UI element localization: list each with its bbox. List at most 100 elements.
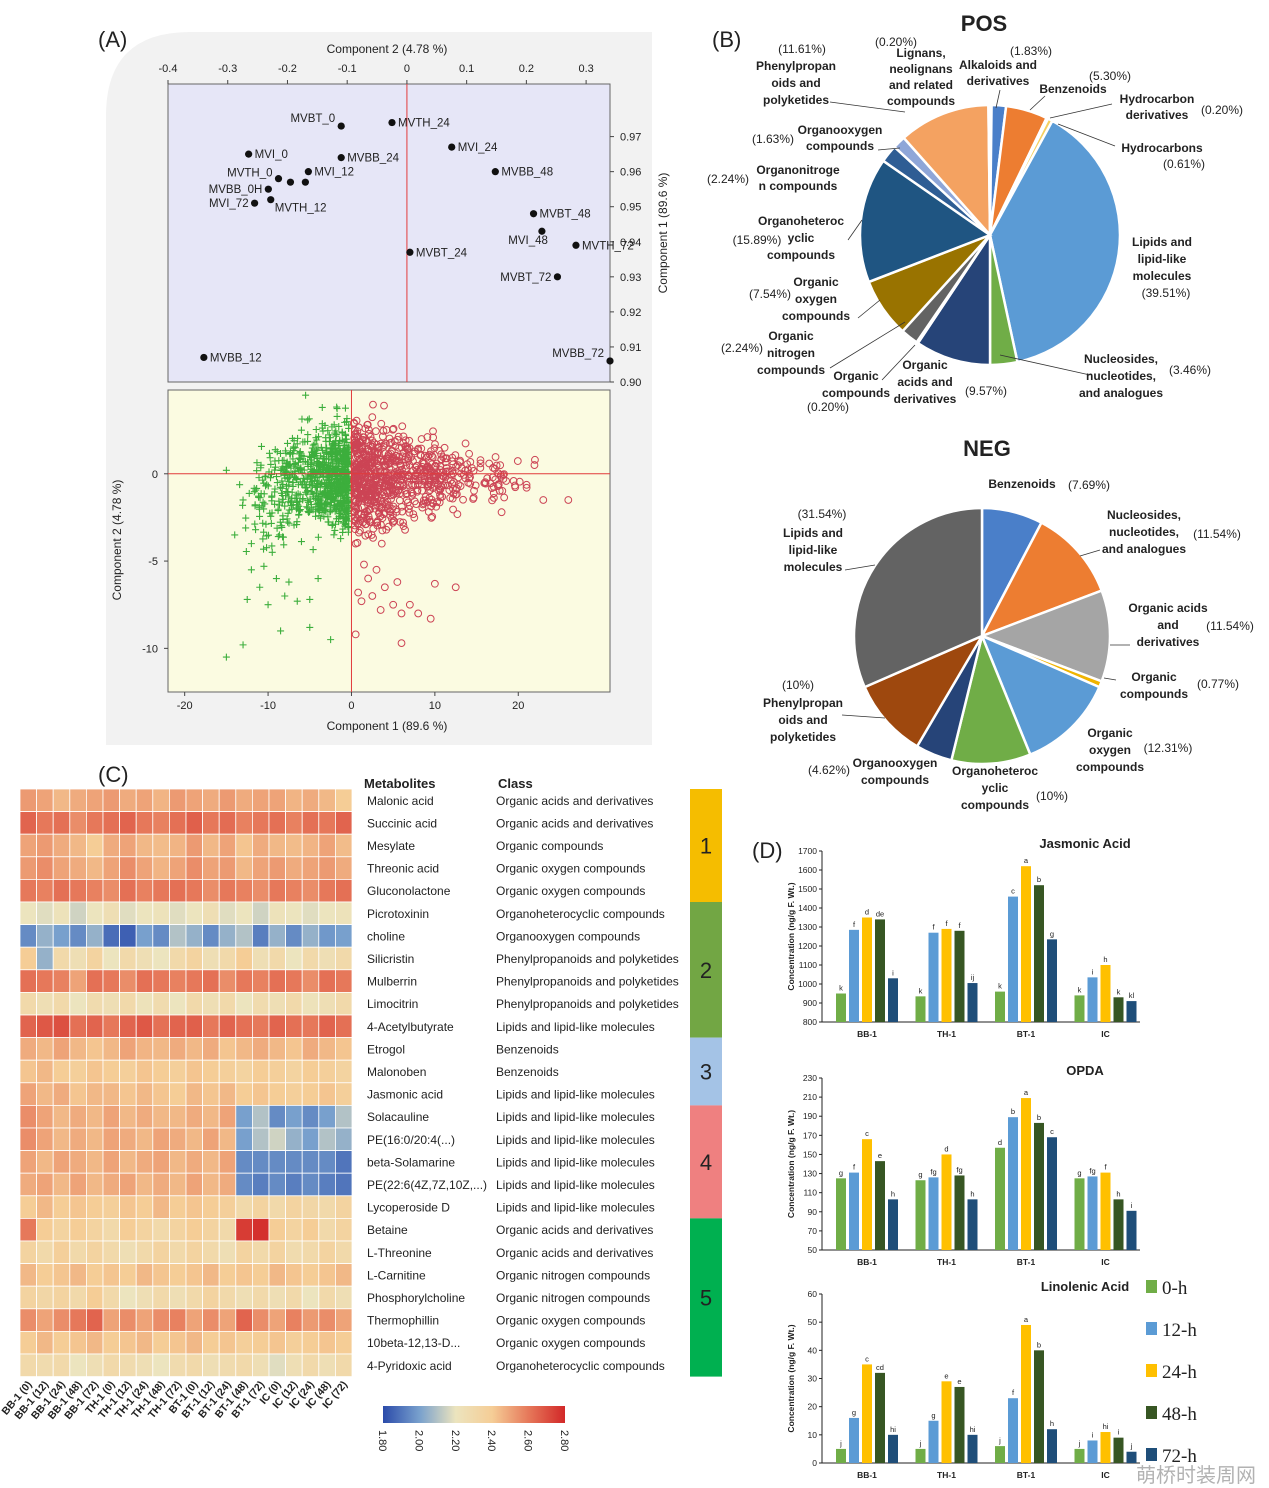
heatmap-cell [218,1353,237,1378]
bar [1100,1172,1111,1250]
a-bot-circle-mark [515,477,524,486]
pos-pct-organic-oxygen: (7.54%) [749,287,791,301]
heatmap-class-label: Organic oxygen compounds [496,862,645,876]
panel-label-d: (D) [752,838,783,863]
heatmap-cell [119,811,137,835]
heatmap-cell [152,901,170,926]
a-bot-plus-mark [343,415,351,423]
heatmap-cell [69,1014,87,1039]
heatmap-cell [168,1037,187,1061]
a-bot-circle-mark [420,451,429,460]
heatmap-cell [185,788,204,813]
a-bot-circle-mark [423,433,432,441]
a-bot-circle-mark [424,482,433,491]
heatmap-cell [251,992,270,1016]
a-bot-plus-mark [272,575,280,583]
cluster-label: 1 [700,834,712,859]
heatmap-cell [268,1127,287,1152]
heatmap-cell [19,1127,38,1152]
heatmap-cell [185,924,204,948]
heatmap-cell [135,856,154,880]
a-bot-circle-mark [530,461,539,469]
heatmap-cell [36,1172,54,1197]
heatmap-cell [152,1127,170,1152]
heatmap-class-label: Lipids and lipid-like molecules [496,1133,655,1147]
heatmap-cell [119,1014,137,1039]
heatmap-cell [152,1082,170,1106]
a-bot-plus-mark [294,458,302,466]
bar-letter: a [1024,1088,1029,1097]
heatmap-cell [285,1082,303,1106]
heatmap-cell [301,992,320,1016]
a-bot-plus-mark [342,435,350,443]
heatmap-cell [235,992,253,1016]
heatmap-cell [102,788,121,813]
heatmap-cell [318,833,336,858]
a-bot-plus-mark [329,493,337,501]
a-bot-plus-mark [260,562,268,570]
heatmap-row [19,1150,353,1174]
heatmap-cell [135,946,154,971]
a-bot-plus-mark [281,447,289,455]
a-bot-plus-mark [274,533,282,541]
a-bot-circle-mark [421,496,430,505]
a-bot-plus-mark [300,474,308,482]
a-bot-plus-mark [242,524,250,532]
pos-label-nucleosides: Nucleosides, nucleotides, and analogues [1079,352,1163,400]
pos-pct-organic-compounds: (0.20%) [807,400,849,414]
a-bot-plus-mark [273,524,281,532]
heatmap-cell [301,1263,320,1287]
heatmap-cell [19,811,38,835]
a-bot-circle-mark [435,446,444,455]
bar [1008,1398,1018,1463]
heatmap-cell [285,969,303,993]
heatmap-cell [119,1195,137,1219]
heatmap-cell [301,1150,320,1174]
heatmap-cell [52,879,71,903]
heatmap-cell [285,1172,303,1197]
a-bot-circle-mark [387,494,395,503]
bar [1087,1440,1098,1463]
a-bot-plus-mark [299,496,307,504]
colorbar-tick-label: 1.80 [376,1430,388,1451]
a-bot-ytick-label: -5 [148,556,158,568]
a-bot-circle-mark [398,422,407,431]
heatmap-cell [152,1331,170,1355]
a-bot-plus-mark [294,501,302,509]
heatmap-cell [218,1218,237,1242]
heatmap-cell [135,1240,154,1265]
a-bot-plus-mark [339,491,347,499]
a-bot-plus-mark [271,463,279,471]
heatmap-cell [102,1263,121,1287]
heatmap-cell [235,1172,253,1197]
bar-ytick-label: 1300 [798,922,817,932]
heatmap-cell [19,924,38,948]
heatmap-cell [36,924,54,948]
heatmap-cell [69,1127,87,1152]
a-bot-circle-mark [494,481,503,489]
a-bot-circle-mark [397,443,406,452]
heatmap-cell [52,1172,71,1197]
heatmap-cell [135,1105,154,1129]
a-bot-plus-mark [279,495,287,503]
a-bot-circle-mark [498,486,507,495]
a-bot-plus-mark [332,444,340,452]
heatmap-cell [168,833,187,858]
pie-neg-title: NEG [963,436,1011,461]
heatmap-cell [318,1150,336,1174]
heatmap-cell [19,1195,38,1219]
heatmap-cell [268,1353,287,1378]
bar [1087,1176,1098,1250]
heatmap-cell [318,1037,336,1061]
heatmap-cell [185,1082,204,1106]
heatmap-cell [119,1285,137,1310]
colorbar-tick-label: 2.20 [449,1430,461,1451]
legend-label: 48-h [1162,1404,1197,1425]
a-bot-circle-mark [522,483,531,492]
heatmap-metabolite-label: PE(22:6(4Z,7Z,10Z,...) [367,1178,487,1192]
a-top-ylabel: Component 1 (89.6 %) [656,173,670,294]
a-bot-plus-mark [257,490,265,498]
heatmap-cell [202,1240,220,1265]
heatmap-cell [268,969,287,993]
a-top-plot-area [167,83,611,383]
